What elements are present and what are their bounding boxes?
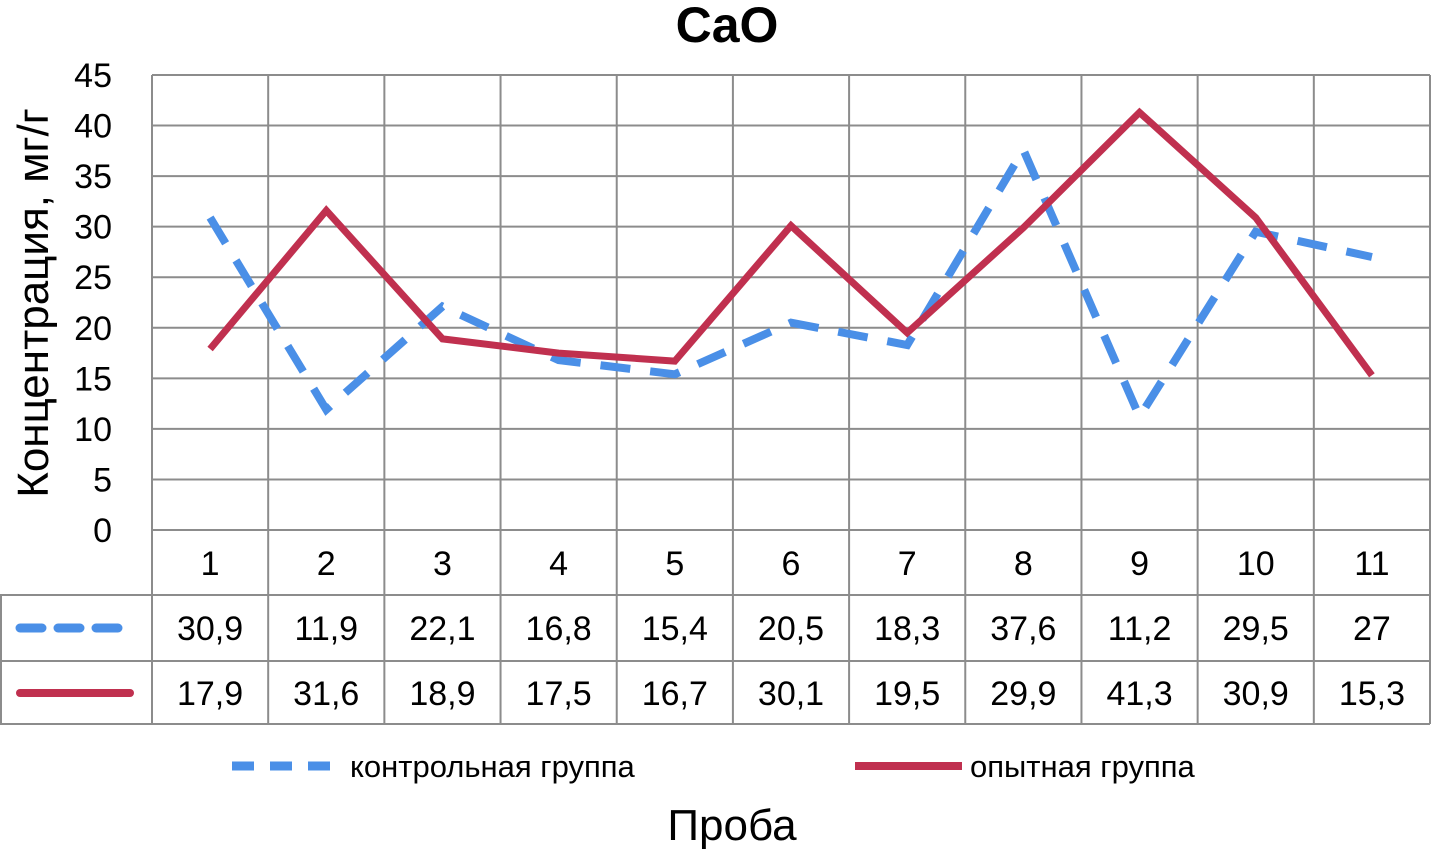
y-tick-label: 40 — [74, 108, 112, 146]
chart-title: CaO — [676, 0, 779, 53]
y-tick-label: 25 — [74, 259, 112, 297]
y-tick-label: 5 — [93, 461, 112, 499]
data-table-value: 27 — [1353, 610, 1391, 648]
grid — [0, 74, 1431, 725]
y-axis-label: Концентрация, мг/г — [9, 108, 58, 498]
x-axis-label: Проба — [667, 801, 797, 850]
x-category-label: 1 — [201, 545, 220, 583]
y-tick-label: 10 — [74, 411, 112, 449]
series-line-control — [206, 141, 1373, 426]
y-axis-ticks: 0 5 10 15 20 25 30 35 40 45 — [74, 57, 112, 550]
data-table-value: 19,5 — [874, 675, 940, 713]
data-table-value: 22,1 — [409, 610, 475, 648]
legend-label: опытная группа — [970, 749, 1196, 784]
y-tick-label: 45 — [74, 57, 112, 95]
data-table-value: 31,6 — [293, 675, 359, 713]
data-table-value: 15,3 — [1339, 675, 1405, 713]
data-table-value: 18,3 — [874, 610, 940, 648]
x-category-label: 6 — [782, 545, 801, 583]
y-tick-label: 15 — [74, 360, 112, 398]
data-table-value: 41,3 — [1106, 675, 1172, 713]
data-table-value: 18,9 — [409, 675, 475, 713]
series-lines — [206, 107, 1375, 426]
data-table-value: 37,6 — [990, 610, 1056, 648]
data-table-value: 17,5 — [526, 675, 592, 713]
y-tick-label: 30 — [74, 209, 112, 247]
data-table: 1 2 3 4 5 6 7 8 9 10 11 30,9 11,9 22,1 16,8 15,4 20,5 18,… — [15, 545, 1405, 713]
data-table-value: 15,4 — [642, 610, 708, 648]
data-table-value: 16,8 — [526, 610, 592, 648]
x-category-label: 3 — [433, 545, 452, 583]
y-tick-label: 20 — [74, 310, 112, 348]
x-category-label: 9 — [1130, 545, 1149, 583]
data-table-value: 30,1 — [758, 675, 824, 713]
data-table-value: 16,7 — [642, 675, 708, 713]
data-table-value: 17,9 — [177, 675, 243, 713]
data-table-value: 29,9 — [990, 675, 1056, 713]
x-category-label: 4 — [549, 545, 568, 583]
data-table-value: 30,9 — [177, 610, 243, 648]
y-tick-label: 35 — [74, 158, 112, 196]
data-table-value: 20,5 — [758, 610, 824, 648]
data-table-value: 11,2 — [1108, 610, 1172, 648]
data-table-value: 29,5 — [1223, 610, 1289, 648]
x-category-label: 2 — [317, 545, 336, 583]
data-table-value: 11,9 — [294, 610, 358, 648]
x-category-label: 8 — [1014, 545, 1033, 583]
x-category-label: 7 — [898, 545, 917, 583]
series-line-experimental — [207, 107, 1375, 378]
data-table-value: 30,9 — [1223, 675, 1289, 713]
x-category-label: 5 — [665, 545, 684, 583]
x-category-label: 11 — [1354, 545, 1389, 583]
x-category-label: 10 — [1237, 545, 1275, 583]
y-tick-label: 0 — [93, 512, 112, 550]
legend: контрольная группа опытная группа — [232, 749, 1196, 784]
legend-label: контрольная группа — [350, 749, 636, 784]
